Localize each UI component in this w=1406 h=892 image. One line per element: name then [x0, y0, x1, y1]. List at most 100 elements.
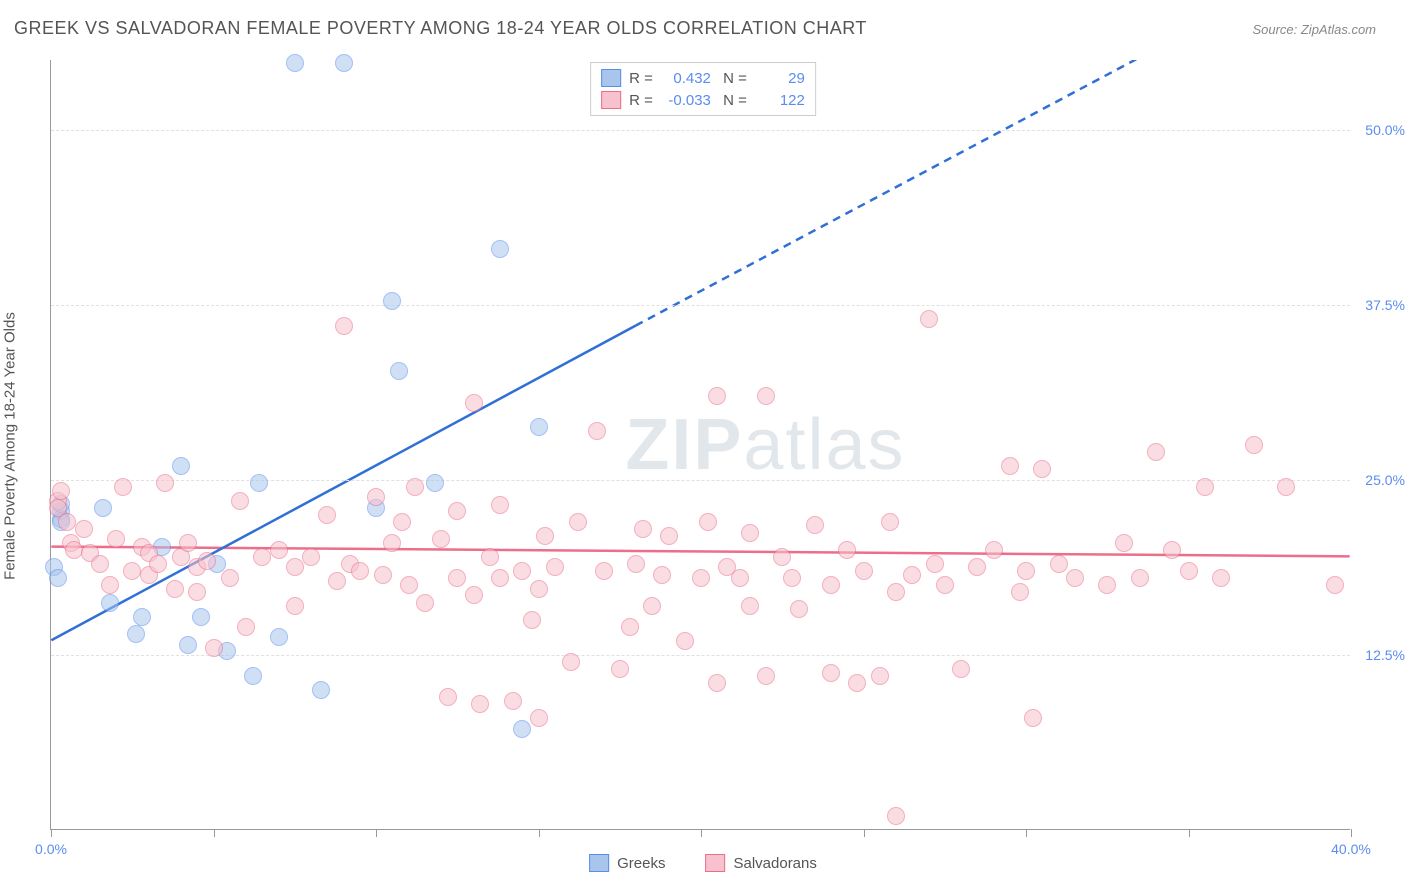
data-point: [94, 499, 112, 517]
x-tick: [1351, 829, 1352, 837]
r-value-salvadorans: -0.033: [661, 92, 711, 109]
data-point: [244, 667, 262, 685]
data-point: [806, 516, 824, 534]
data-point: [1196, 478, 1214, 496]
data-point: [1098, 576, 1116, 594]
data-point: [75, 520, 93, 538]
data-point: [101, 576, 119, 594]
data-point: [166, 580, 184, 598]
data-point: [335, 54, 353, 72]
y-tick-label: 37.5%: [1365, 297, 1405, 313]
data-point: [383, 534, 401, 552]
swatch-greeks-bottom: [589, 854, 609, 872]
data-point: [465, 394, 483, 412]
y-tick-label: 12.5%: [1365, 647, 1405, 663]
data-point: [465, 586, 483, 604]
x-tick: [539, 829, 540, 837]
data-point: [471, 695, 489, 713]
data-point: [335, 317, 353, 335]
data-point: [393, 513, 411, 531]
data-point: [351, 562, 369, 580]
data-point: [523, 611, 541, 629]
data-point: [621, 618, 639, 636]
data-point: [192, 608, 210, 626]
x-tick: [1026, 829, 1027, 837]
data-point: [101, 594, 119, 612]
data-point: [221, 569, 239, 587]
data-point: [855, 562, 873, 580]
data-point: [887, 583, 905, 601]
data-point: [432, 530, 450, 548]
data-point: [1326, 576, 1344, 594]
data-point: [699, 513, 717, 531]
data-point: [312, 681, 330, 699]
gridline: [51, 655, 1350, 656]
data-point: [318, 506, 336, 524]
data-point: [1212, 569, 1230, 587]
source-attribution: Source: ZipAtlas.com: [1252, 22, 1376, 37]
legend-item-greeks: Greeks: [589, 854, 665, 872]
data-point: [491, 240, 509, 258]
data-point: [374, 566, 392, 584]
data-point: [881, 513, 899, 531]
y-tick-label: 25.0%: [1365, 472, 1405, 488]
data-point: [91, 555, 109, 573]
data-point: [439, 688, 457, 706]
data-point: [65, 541, 83, 559]
n-value-salvadorans: 122: [755, 92, 805, 109]
data-point: [692, 569, 710, 587]
data-point: [1277, 478, 1295, 496]
data-point: [198, 552, 216, 570]
data-point: [838, 541, 856, 559]
data-point: [676, 632, 694, 650]
watermark: ZIPatlas: [625, 404, 905, 486]
data-point: [149, 555, 167, 573]
data-point: [562, 653, 580, 671]
data-point: [1033, 460, 1051, 478]
data-point: [179, 534, 197, 552]
data-point: [49, 569, 67, 587]
x-tick: [1189, 829, 1190, 837]
data-point: [627, 555, 645, 573]
data-point: [1011, 583, 1029, 601]
data-point: [179, 636, 197, 654]
data-point: [1115, 534, 1133, 552]
data-point: [985, 541, 1003, 559]
series-legend: Greeks Salvadorans: [589, 854, 817, 872]
data-point: [513, 562, 531, 580]
data-point: [491, 569, 509, 587]
legend-row-greeks: R = 0.432 N = 29: [601, 67, 805, 89]
data-point: [611, 660, 629, 678]
gridline: [51, 130, 1350, 131]
r-value-greeks: 0.432: [661, 70, 711, 87]
data-point: [328, 572, 346, 590]
data-point: [1131, 569, 1149, 587]
x-tick-label: 40.0%: [1331, 841, 1371, 857]
data-point: [1001, 457, 1019, 475]
legend-item-salvadorans: Salvadorans: [705, 854, 816, 872]
data-point: [52, 482, 70, 500]
data-point: [286, 558, 304, 576]
data-point: [790, 600, 808, 618]
data-point: [1050, 555, 1068, 573]
data-point: [406, 478, 424, 496]
data-point: [1066, 569, 1084, 587]
data-point: [1017, 562, 1035, 580]
x-tick: [864, 829, 865, 837]
data-point: [708, 674, 726, 692]
data-point: [530, 418, 548, 436]
data-point: [546, 558, 564, 576]
chart-title: GREEK VS SALVADORAN FEMALE POVERTY AMONG…: [14, 18, 867, 39]
data-point: [588, 422, 606, 440]
data-point: [530, 709, 548, 727]
data-point: [822, 576, 840, 594]
gridline: [51, 480, 1350, 481]
data-point: [536, 527, 554, 545]
data-point: [250, 474, 268, 492]
data-point: [1180, 562, 1198, 580]
data-point: [400, 576, 418, 594]
data-point: [416, 594, 434, 612]
swatch-salvadorans-bottom: [705, 854, 725, 872]
data-point: [903, 566, 921, 584]
data-point: [887, 807, 905, 825]
